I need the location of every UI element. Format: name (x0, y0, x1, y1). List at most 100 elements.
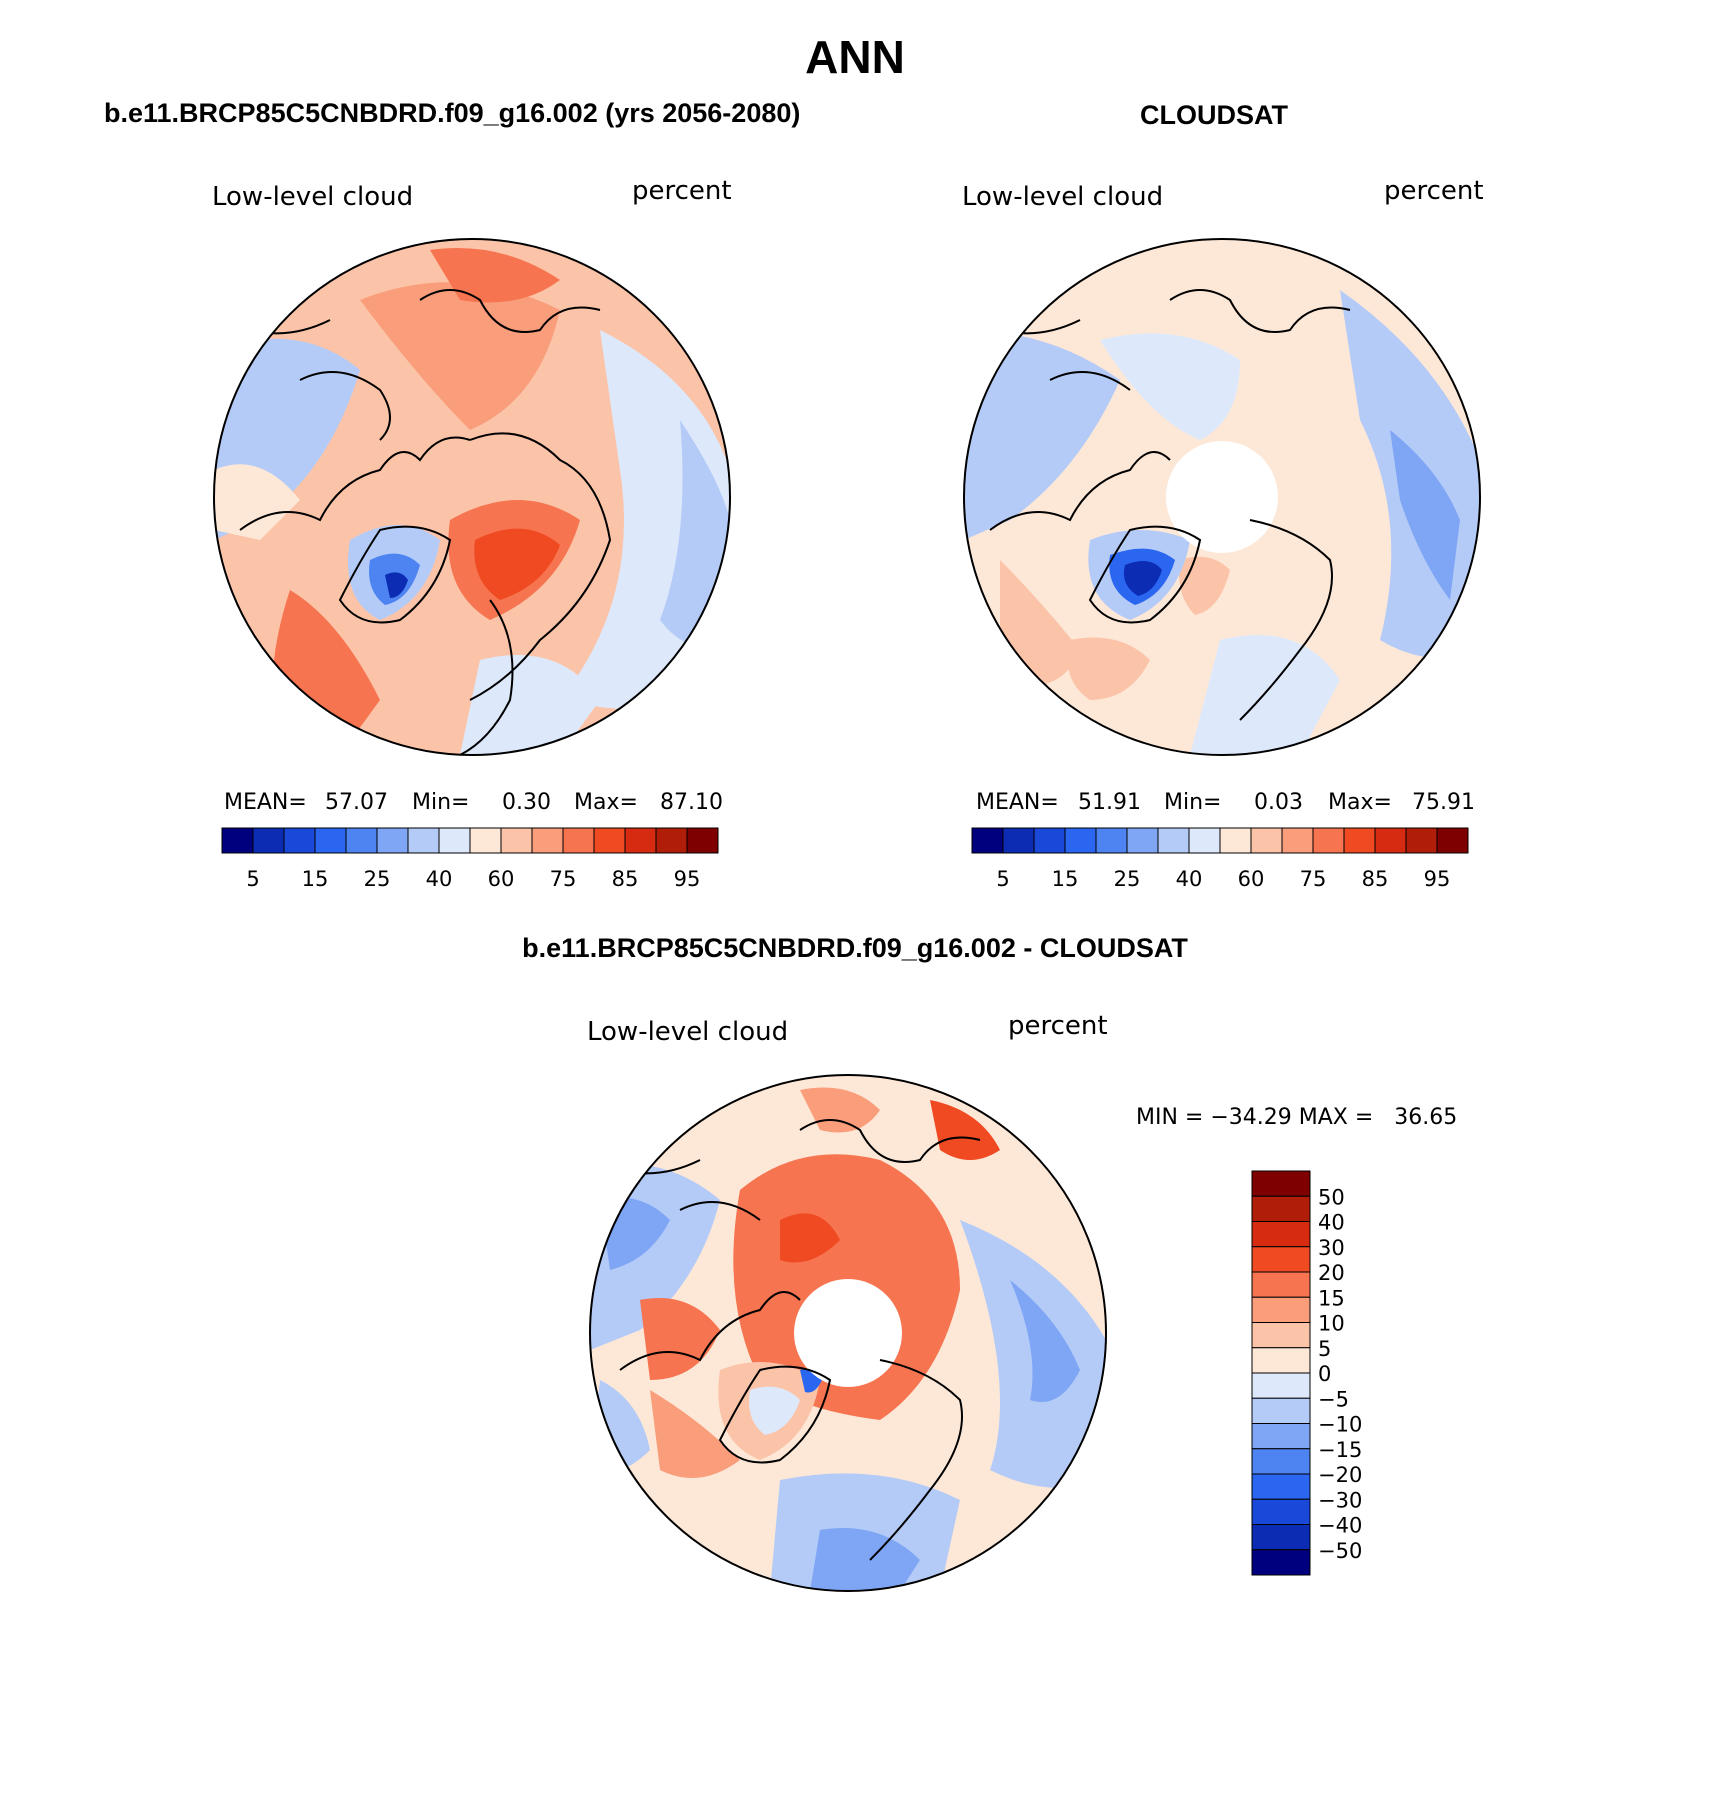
colorbar-diff-tick-label: 20 (1318, 1261, 1345, 1285)
map-diff-border (589, 1074, 1107, 1592)
panel-obs-min-label: Min= (1164, 790, 1222, 815)
colorbar-diff-tick-label: −40 (1318, 1514, 1362, 1538)
colorbar-diff-swatch (1251, 1448, 1311, 1475)
colorbar-model-swatch (314, 827, 347, 854)
diff-panel-variable: Low-level cloud (587, 1017, 789, 1047)
colorbar-obs-swatch (1033, 827, 1066, 854)
colorbar-model-swatch (345, 827, 378, 854)
colorbar-obs-swatch (1374, 827, 1407, 854)
colorbar-obs-tick-label: 25 (1114, 867, 1141, 891)
colorbar-model-swatch (562, 827, 595, 854)
colorbar-obs-swatch (1126, 827, 1159, 854)
panel-model-mean-label: MEAN= (224, 790, 307, 815)
colorbar-obs-tick-label: 5 (996, 867, 1009, 891)
colorbar-obs-swatch (1002, 827, 1035, 854)
colorbar-diff-swatch (1251, 1170, 1311, 1197)
colorbar-model-tick-label: 75 (550, 867, 577, 891)
colorbar-diff-swatch (1251, 1524, 1311, 1551)
colorbar-obs-tick-label: 60 (1238, 867, 1265, 891)
panel-obs-mean: 51.91 (1078, 790, 1141, 815)
colorbar-model-tick-label: 85 (612, 867, 639, 891)
colorbar-model-swatch (655, 827, 688, 854)
colorbar-diff-tick-label: 0 (1318, 1362, 1331, 1386)
map-model-border (213, 238, 731, 756)
colorbar-obs-swatch (1219, 827, 1252, 854)
colorbar-model-swatch (438, 827, 471, 854)
colorbar-model: 5 15 25 40 60 75 85 95 (221, 827, 719, 891)
panel-model-mean: 57.07 (325, 790, 388, 815)
colorbar-obs-tick-label: 95 (1424, 867, 1451, 891)
diff-panel-units: percent (1008, 1011, 1108, 1041)
colorbar-model-swatch (500, 827, 533, 854)
panel-model-min-label: Min= (412, 790, 470, 815)
colorbar-model-tick-label: 60 (488, 867, 515, 891)
colorbar-diff-tick-label: 10 (1318, 1312, 1345, 1336)
colorbar-diff-tick-label: 40 (1318, 1211, 1345, 1235)
coastlines-model (239, 289, 612, 755)
colorbar-obs-swatch (1157, 827, 1190, 854)
colorbar-model-swatch (686, 827, 719, 854)
colorbar-obs-swatch (1312, 827, 1345, 854)
colorbar-diff-swatch (1251, 1221, 1311, 1248)
colorbar-model-swatch (283, 827, 316, 854)
colorbar-model-swatch (469, 827, 502, 854)
colorbar-model-tick-label: 25 (364, 867, 391, 891)
coastlines-diff (619, 1119, 981, 1561)
panel-obs-units: percent (1384, 176, 1484, 206)
diff-panel-title: b.e11.BRCP85C5CNBDRD.f09_g16.002 - CLOUD… (522, 933, 1188, 963)
colorbar-model-swatch (624, 827, 657, 854)
colorbar-diff-swatch (1251, 1423, 1311, 1450)
colorbar-obs-swatch (1436, 827, 1469, 854)
colorbar-diff-tick-label: 30 (1318, 1236, 1345, 1260)
colorbar-model-tick-label: 95 (674, 867, 701, 891)
colorbar-model-swatch (252, 827, 285, 854)
colorbar-diff-swatch (1251, 1397, 1311, 1424)
panel-model-max: 87.10 (660, 790, 723, 815)
colorbar-diff-swatch (1251, 1246, 1311, 1273)
colorbar-model-tick-label: 15 (302, 867, 329, 891)
colorbar-model-swatch (407, 827, 440, 854)
colorbar-diff-swatch (1251, 1498, 1311, 1525)
panel-obs-variable: Low-level cloud (962, 182, 1164, 212)
panel-model-title: b.e11.BRCP85C5CNBDRD.f09_g16.002 (yrs 20… (104, 98, 801, 128)
colorbar-diff-tick-label: 5 (1318, 1337, 1331, 1361)
colorbar-diff-tick-label: −10 (1318, 1413, 1362, 1437)
colorbar-obs-tick-label: 40 (1176, 867, 1203, 891)
colorbar-obs-swatch (1250, 827, 1283, 854)
panel-model-variable: Low-level cloud (212, 182, 414, 212)
colorbar-model-swatch (376, 827, 409, 854)
colorbar-obs-swatch (1343, 827, 1376, 854)
colorbar-model-tick-label: 5 (246, 867, 259, 891)
colorbar-obs-swatch (971, 827, 1004, 854)
colorbar-model-swatch (531, 827, 564, 854)
panel-obs-min: 0.03 (1254, 790, 1303, 815)
colorbar-diff-swatch (1251, 1195, 1311, 1222)
panel-model-units: percent (632, 176, 732, 206)
map-diff (590, 1075, 1106, 1591)
colorbar-obs-swatch (1188, 827, 1221, 854)
colorbar-diff-tick-label: 50 (1318, 1185, 1345, 1209)
colorbar-obs-swatch (1281, 827, 1314, 854)
colorbar-model-swatch (221, 827, 254, 854)
colorbar-diff-swatch (1251, 1473, 1311, 1500)
panel-model-min: 0.30 (502, 790, 551, 815)
colorbar-diff-tick-label: −20 (1318, 1463, 1362, 1487)
panel-obs-max-label: Max= (1328, 790, 1392, 815)
colorbar-diff-tick-label: −15 (1318, 1438, 1362, 1462)
diff-minmax: MIN = −34.29 MAX = 36.65 (1136, 1105, 1458, 1130)
colorbar-obs-swatch (1064, 827, 1097, 854)
coastlines-obs (989, 289, 1351, 721)
panel-obs-title: CLOUDSAT (1140, 100, 1288, 130)
colorbar-diff-tick-label: 15 (1318, 1286, 1345, 1310)
colorbar-diff-tick-label: −30 (1318, 1488, 1362, 1512)
colorbar-diff-swatch (1251, 1549, 1311, 1576)
map-obs (964, 239, 1480, 755)
colorbar-model-swatch (593, 827, 626, 854)
colorbar-diff-tick-label: −5 (1318, 1387, 1349, 1411)
colorbar-obs-tick-label: 75 (1300, 867, 1327, 891)
map-obs-border (963, 238, 1481, 756)
map-model (214, 239, 730, 755)
colorbar-obs-tick-label: 85 (1362, 867, 1389, 891)
